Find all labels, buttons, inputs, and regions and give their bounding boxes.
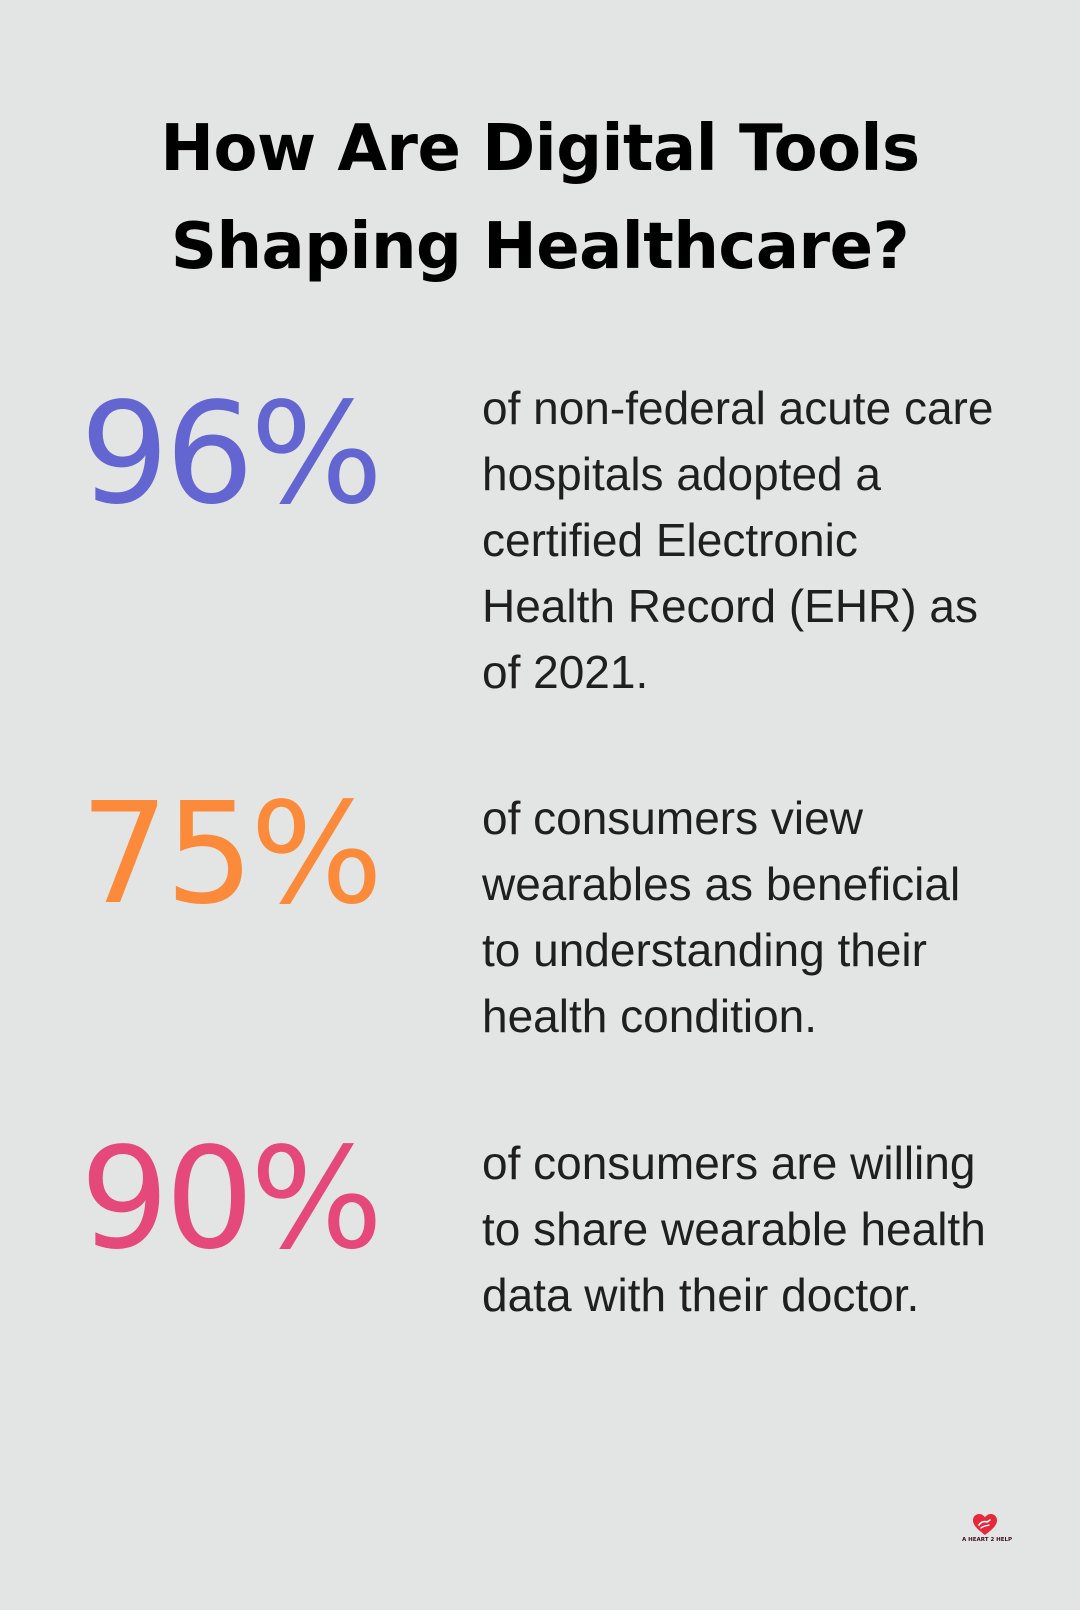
- stat-value: 96%: [80, 373, 383, 536]
- stat-description: of consumers view wearables as beneficia…: [482, 792, 961, 1042]
- stat-value: 90%: [80, 1118, 383, 1281]
- page-title: How Are Digital Tools Shaping Healthcare…: [160, 112, 920, 284]
- stat-description: of consumers are willing to share wearab…: [482, 1137, 986, 1321]
- brand-logo: A HEART 2 HELP: [962, 1514, 1013, 1548]
- stat-description: of non-federal acute care hospitals adop…: [482, 382, 994, 698]
- stat-value: 75%: [80, 773, 383, 936]
- heart-logo-icon: [973, 1514, 997, 1535]
- logo-text: A HEART 2 HELP: [962, 1537, 1013, 1543]
